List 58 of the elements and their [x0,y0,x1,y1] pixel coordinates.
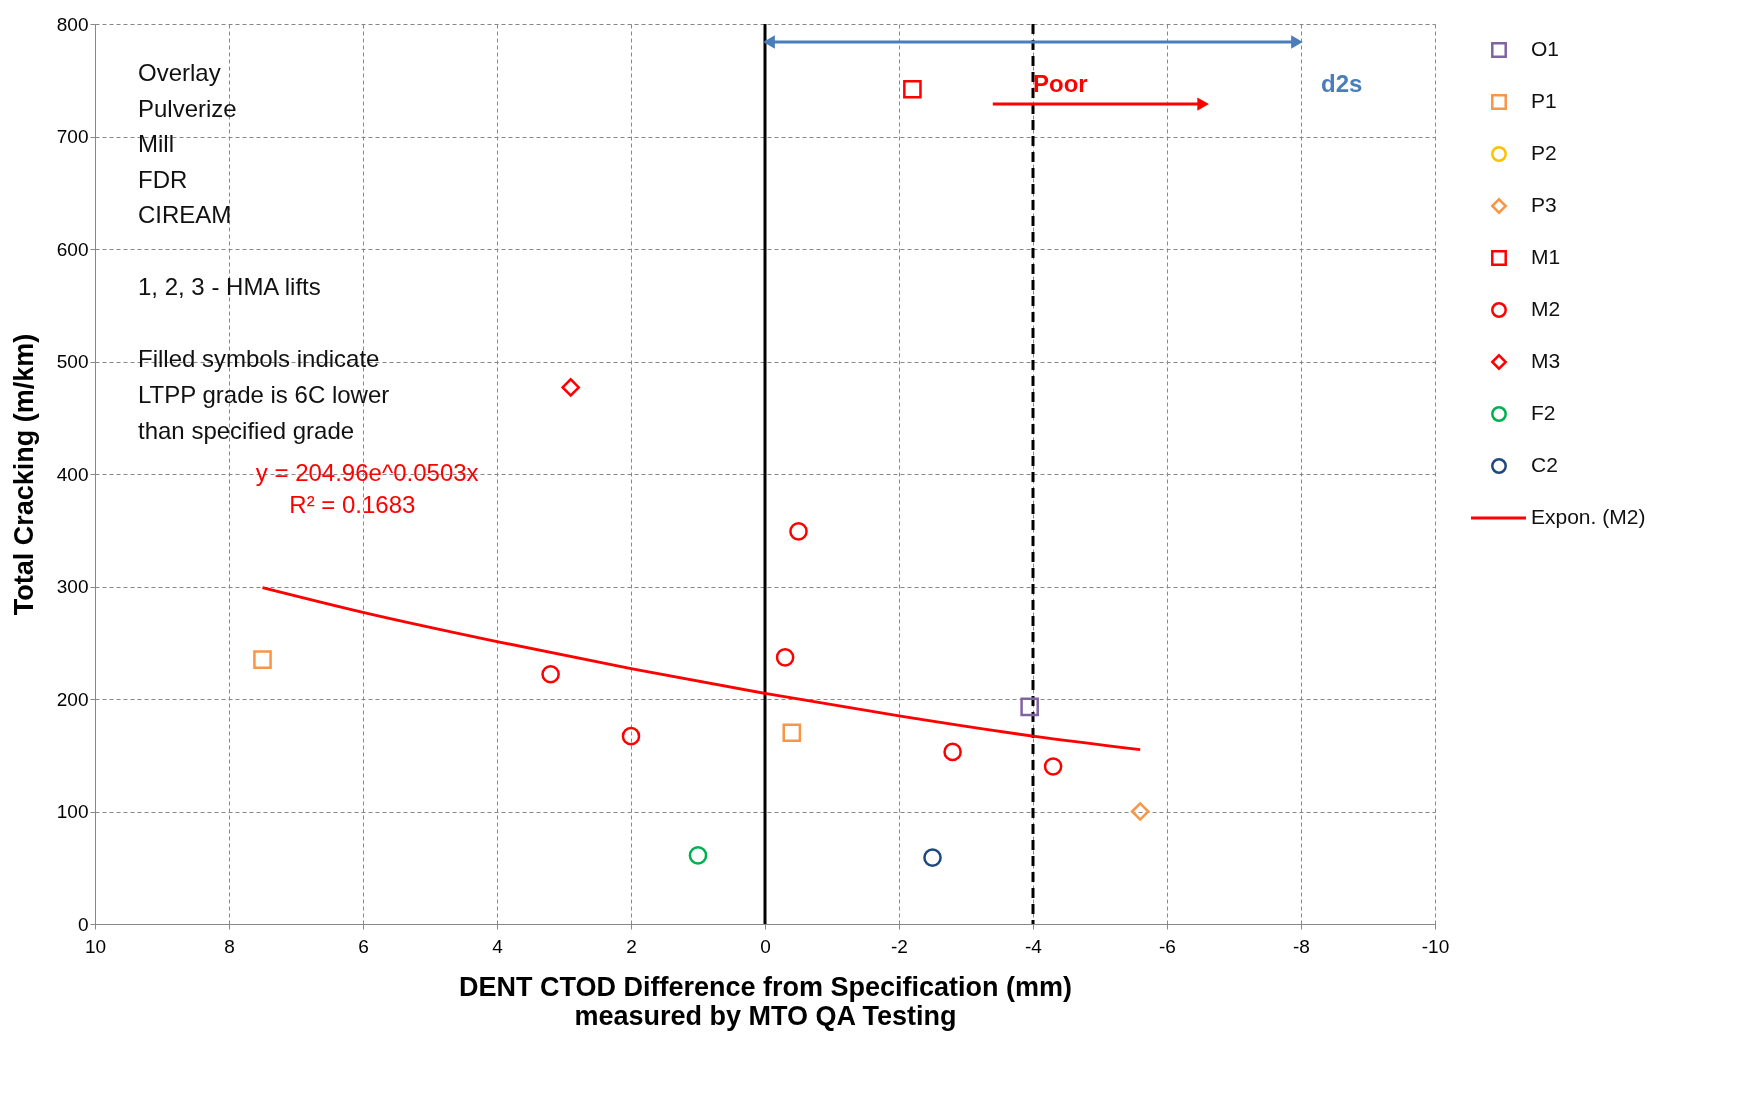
legend-label: F2 [1531,401,1556,424]
annotation: Overlay [138,59,221,86]
point [903,79,922,99]
point [782,723,802,743]
legend-label: M3 [1531,349,1561,372]
y-tick-label: 600 [56,238,89,260]
annotation: FDR [138,166,188,193]
annotation: y = 204.96e^0.0503x [255,459,479,486]
legend-label: P1 [1531,89,1557,112]
y-tick-label: 400 [56,463,89,485]
legend-label: P2 [1531,141,1557,164]
point [541,664,560,684]
y-tick-label: 800 [56,13,89,35]
annotation: Filled symbols indicate LTPP grade is 6C lower than specified grade [138,345,390,444]
point [1043,757,1063,776]
legend-label: P3 [1531,193,1557,216]
point [1020,697,1039,717]
x-tick-label: -8 [1293,935,1310,957]
x-tick-label: -4 [1025,935,1043,957]
point [943,742,962,762]
line-series [261,586,1142,752]
annotation: Poor [1033,70,1088,98]
legend-label: M1 [1531,245,1561,268]
x-tick-label: -6 [1159,935,1176,957]
x-tick-label: -10 [1421,935,1450,957]
y-tick-label: 0 [77,913,89,935]
annotation: Mill [138,130,174,157]
legend-label: M2 [1531,297,1561,320]
annotation: CIREAM [138,201,232,228]
point [621,726,641,746]
y-tick-label: 700 [56,126,89,147]
x-tick-label: 0 [760,935,771,957]
point [688,846,708,865]
point [789,522,808,541]
y-tick-label: 500 [56,351,89,372]
legend-label: Expon. (M2) [1531,505,1646,528]
point [253,650,272,669]
point [561,378,581,397]
point [1130,802,1150,821]
x-tick-label: -2 [891,935,908,957]
y-tick-label: 100 [56,801,89,822]
x-axis-title: DENT CTOD Difference from Specification (mm) measured by MTO QA Testing [458,971,1073,1031]
annotation: R² = 0.1683 [289,490,416,518]
x-tick-label: 8 [224,935,235,957]
x-tick-label: 4 [492,935,504,957]
y-axis-title: Total Cracking (m/km) [8,333,39,616]
x-tick-label: 6 [358,935,369,957]
x-tick-label: 10 [84,935,107,957]
x-tick-label: 2 [626,935,637,957]
point [923,848,942,867]
legend-label: C2 [1531,453,1558,476]
annotation: 1, 2, 3 - HMA lifts [138,273,321,300]
y-tick-label: 200 [56,688,89,710]
annotation: d2s [1321,70,1363,98]
point [775,648,795,667]
annotation: Pulverize [138,95,237,122]
legend-label: O1 [1531,37,1560,60]
y-tick-label: 300 [56,576,89,597]
